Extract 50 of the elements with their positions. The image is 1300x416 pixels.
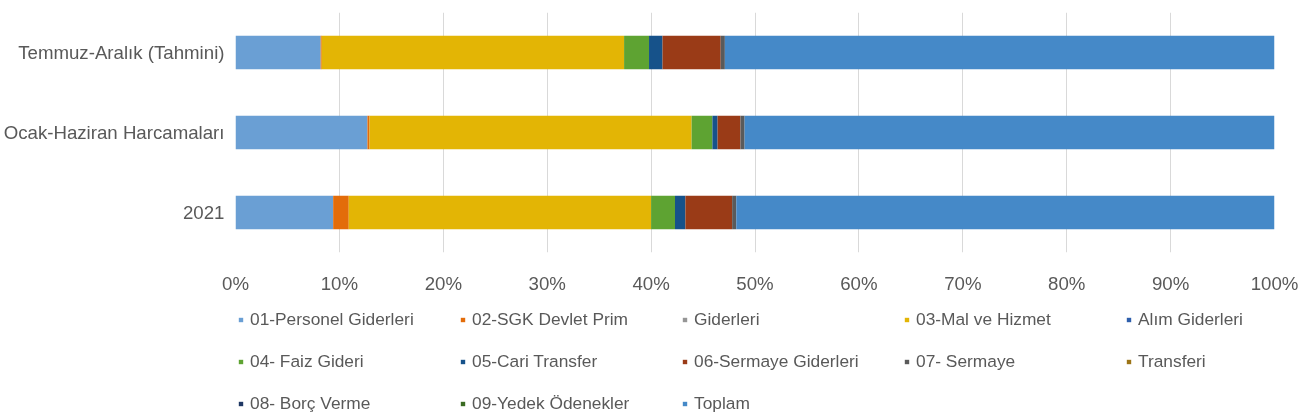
bar bbox=[651, 195, 675, 230]
legend-label: Transferi bbox=[1138, 349, 1207, 373]
bar bbox=[348, 195, 652, 230]
bar bbox=[675, 195, 686, 230]
legend-label: Alım Giderleri bbox=[1138, 307, 1244, 331]
x-tick-label: 30% bbox=[528, 272, 566, 294]
bar bbox=[321, 35, 625, 70]
x-tick-label: 80% bbox=[1048, 272, 1086, 294]
bar bbox=[732, 195, 737, 230]
x-tick-label: 10% bbox=[320, 272, 359, 294]
bar bbox=[724, 35, 1275, 70]
bar bbox=[649, 35, 663, 70]
bar bbox=[235, 115, 368, 150]
legend-label: 01-Personel Giderleri bbox=[250, 307, 415, 331]
bar bbox=[367, 115, 370, 150]
x-tick-label: 90% bbox=[1151, 272, 1190, 294]
x-tick-label: 20% bbox=[424, 272, 462, 294]
y-tick-label: 2021 bbox=[183, 202, 225, 223]
bar bbox=[662, 35, 721, 70]
bar bbox=[736, 195, 1275, 230]
x-tick-label: 50% bbox=[736, 272, 774, 294]
x-tick-label: 70% bbox=[944, 272, 982, 294]
bar bbox=[369, 115, 692, 150]
legend-label: 03-Mal ve Hizmet bbox=[916, 307, 1052, 331]
x-tick-label: 0% bbox=[222, 272, 249, 294]
legend-label: 07- Sermaye bbox=[916, 349, 1017, 373]
bar bbox=[691, 115, 713, 150]
legend-label: 05-Cari Transfer bbox=[472, 349, 599, 373]
y-tick-label: Temmuz-Aralık (Tahmini) bbox=[18, 42, 225, 63]
legend-label: 09-Yedek Ödenekler bbox=[472, 391, 631, 415]
bar bbox=[333, 195, 349, 230]
legend-label: 06-Sermaye Giderleri bbox=[694, 349, 860, 373]
legend-label: Giderleri bbox=[694, 307, 761, 331]
legend-label: 08- Borç Verme bbox=[250, 391, 372, 415]
bar bbox=[235, 35, 321, 70]
legend-label: 04- Faiz Gideri bbox=[250, 349, 365, 373]
bar bbox=[740, 115, 745, 150]
bar bbox=[685, 195, 733, 230]
bar bbox=[717, 115, 741, 150]
x-tick-label: 40% bbox=[632, 272, 670, 294]
legend-label: Toplam bbox=[694, 391, 751, 415]
bar bbox=[720, 35, 725, 70]
y-tick-label: Ocak-Haziran Harcamaları bbox=[3, 122, 225, 143]
bar bbox=[624, 35, 650, 70]
x-tick-label: 100% bbox=[1250, 272, 1299, 294]
x-tick-label: 60% bbox=[840, 272, 878, 294]
bar bbox=[235, 195, 334, 230]
bar bbox=[712, 115, 718, 150]
bar bbox=[744, 115, 1275, 150]
legend-label: 02-SGK Devlet Prim bbox=[472, 307, 629, 331]
